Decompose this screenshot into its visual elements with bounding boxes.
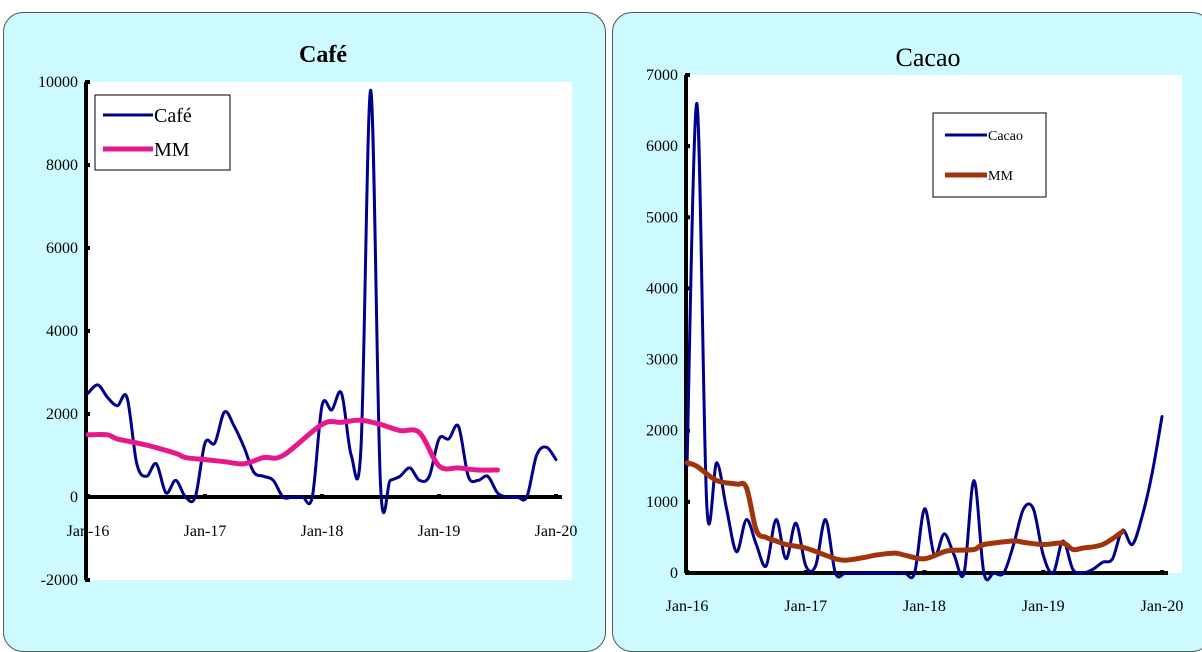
cafe-y-tick-mark <box>85 80 90 84</box>
cacao-x-tick-label: Jan-20 <box>1141 598 1184 615</box>
cafe-y-tick-label: 6000 <box>46 240 78 257</box>
cafe-legend-label: MM <box>154 139 190 161</box>
cacao-y-tick-label: 2000 <box>646 423 678 440</box>
cacao-x-tick-mark <box>922 570 927 575</box>
cacao-x-tick-mark <box>685 570 689 575</box>
cacao-legend-label: MM <box>988 169 1013 184</box>
cafe-y-tick-mark <box>85 412 90 416</box>
cafe-x-tick-label: Jan-19 <box>418 523 461 540</box>
charts-canvas: Café Cacao -20000200040006000800010000Ja… <box>38 42 1183 615</box>
cacao-y-tick-label: 3000 <box>646 352 678 369</box>
cafe-series-mm-line <box>85 417 500 473</box>
cacao-y-tick-mark <box>685 499 690 504</box>
cacao-y-tick-mark <box>685 215 690 220</box>
cacao-series-cacao-line <box>685 101 1164 582</box>
cacao-y-tick-label: 4000 <box>646 280 678 297</box>
cacao-y-tick-label: 6000 <box>646 138 678 155</box>
cacao-y-tick-label: 0 <box>670 565 678 582</box>
cacao-series-mm-line <box>684 460 1125 563</box>
cafe-legend <box>94 94 231 171</box>
cafe-x-tick-label: Jan-16 <box>67 523 110 540</box>
cacao-x-tick-mark <box>1041 570 1046 575</box>
cacao-x-tick-label: Jan-18 <box>903 598 946 615</box>
cafe-y-tick-mark <box>85 246 90 250</box>
cafe-chart-layer: -2000 0 2000 4000 6000 8000 10000 Jan-16 Jan-17 J… <box>38 74 577 589</box>
cacao-y-tick-mark <box>685 286 690 291</box>
cafe-y-tick-label: 10000 <box>38 74 78 91</box>
cacao-legend <box>932 112 1047 198</box>
cacao-chart-title: Cacao <box>896 43 961 72</box>
cafe-x-tick-label: Jan-18 <box>301 523 344 540</box>
cacao-y-tick-label: 5000 <box>646 209 678 226</box>
cacao-legend-label: Cacao <box>988 129 1023 144</box>
cafe-y-tick-label: 4000 <box>46 323 78 340</box>
cafe-x-tick-mark <box>437 494 441 499</box>
cafe-y-tick-mark <box>85 578 90 582</box>
cafe-y-tick-mark <box>85 329 90 333</box>
cafe-x-tick-mark <box>320 494 324 499</box>
cafe-x-tick-mark <box>554 494 558 499</box>
cafe-y-tick-label: 8000 <box>46 157 78 174</box>
cafe-y-tick-label: 0 <box>70 489 78 506</box>
cafe-x-tick-label: Jan-17 <box>184 523 227 540</box>
cacao-x-tick-label: Jan-16 <box>666 598 709 615</box>
cacao-y-tick-mark <box>685 73 690 77</box>
cacao-chart-layer: 0 1000 2000 3000 4000 5000 6000 7000 Jan-16 Jan-1… <box>646 67 1183 615</box>
cacao-x-tick-mark <box>803 570 808 575</box>
cacao-x-tick-label: Jan-19 <box>1022 598 1065 615</box>
cafe-y-tick-label: 2000 <box>46 406 78 423</box>
cafe-x-tick-mark <box>203 494 207 499</box>
cacao-y-tick-label: 1000 <box>646 494 678 511</box>
cafe-chart-title: Café <box>299 42 347 68</box>
cacao-x-tick-mark <box>1160 570 1164 575</box>
cacao-y-tick-label: 7000 <box>646 67 678 84</box>
cacao-y-tick-mark <box>685 144 690 149</box>
cafe-series-caf--line <box>86 88 558 515</box>
cafe-y-tick-mark <box>85 163 90 167</box>
cafe-legend-label: Café <box>154 105 192 127</box>
cacao-y-tick-mark <box>685 357 690 362</box>
cafe-x-tick-label: Jan-20 <box>535 523 578 540</box>
cafe-y-tick-label: -2000 <box>41 572 78 589</box>
cacao-x-tick-label: Jan-17 <box>784 598 827 615</box>
cafe-x-tick-mark <box>86 494 90 499</box>
